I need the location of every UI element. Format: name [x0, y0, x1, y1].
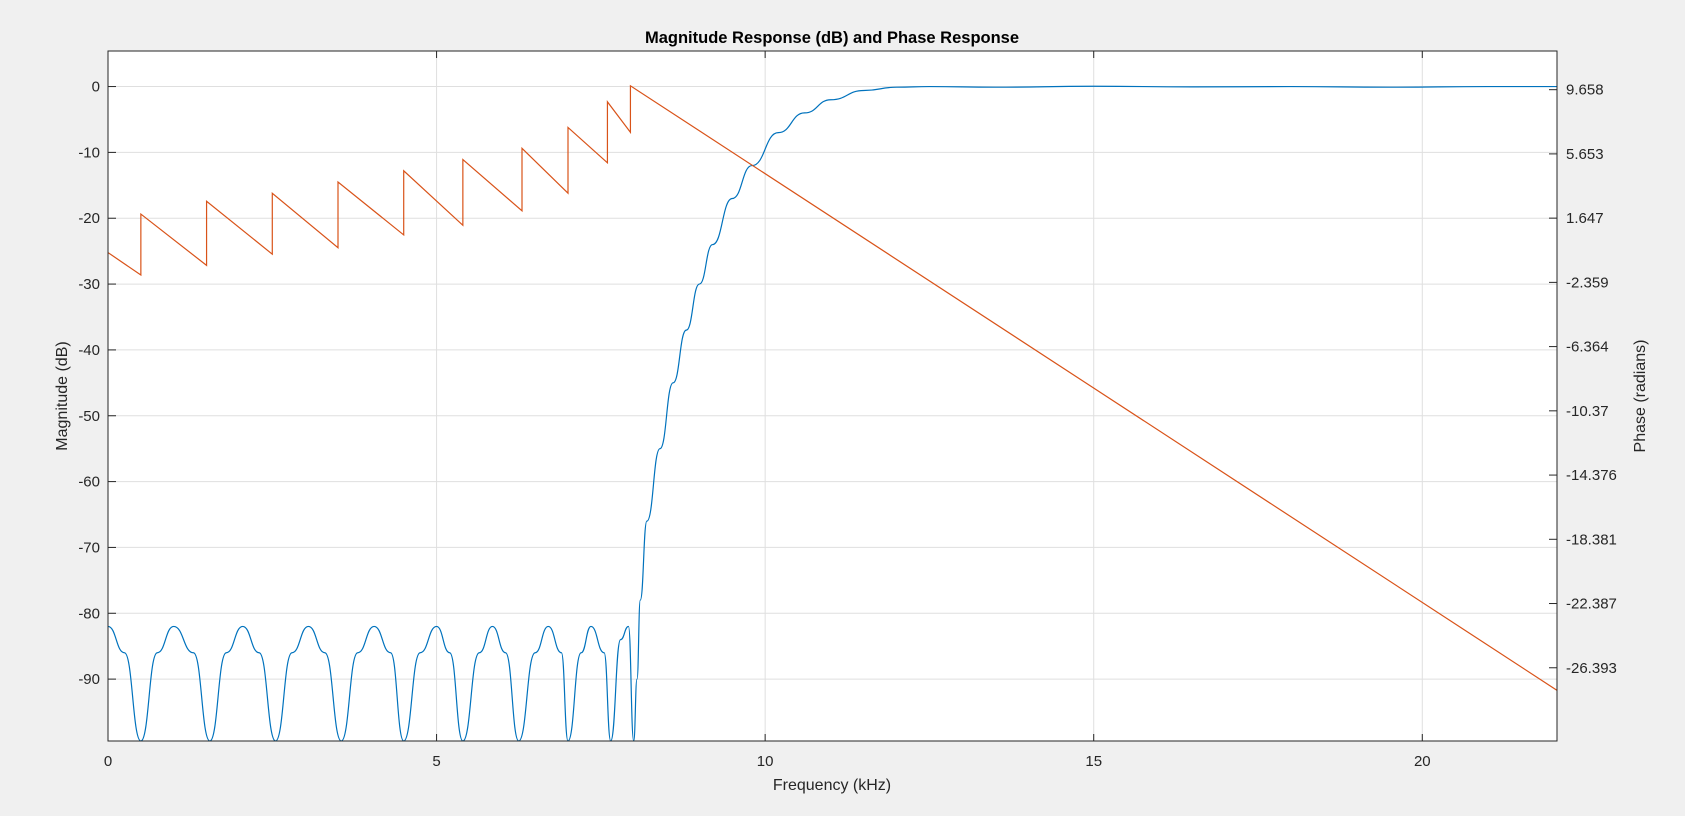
y-axis-label: Magnitude (dB): [54, 341, 71, 450]
y-right-axis-label: Phase (radians): [1632, 340, 1649, 453]
y-tick-label: -80: [78, 605, 100, 622]
y-tick-label: 0: [92, 79, 100, 96]
y-right-tick-label: -10.37: [1566, 403, 1609, 420]
y-right-tick-label: -26.393: [1566, 660, 1617, 677]
y-tick-label: -70: [78, 539, 100, 556]
phase-response-line: [108, 84, 1557, 691]
y-right-tick-label: -14.376: [1566, 467, 1617, 484]
y-right-tick-label: -18.381: [1566, 531, 1617, 548]
plot-area: [108, 51, 1557, 741]
axis-ticks: 0 5 10 15 20 0 -10 -20 -30 -40 -50 -60 -70 -80 -90 9.65…: [78, 51, 1617, 770]
x-tick-label: 5: [432, 753, 440, 770]
x-tick-label: 15: [1085, 753, 1102, 770]
chart-title: Magnitude Response (dB) and Phase Respon…: [645, 29, 1019, 47]
y-right-tick-label: -2.359: [1566, 274, 1609, 291]
y-tick-label: -20: [78, 210, 100, 227]
x-axis-label: Frequency (kHz): [773, 777, 891, 794]
y-tick-label: -40: [78, 342, 100, 359]
y-right-tick-label: 9.658: [1566, 82, 1604, 99]
y-tick-label: -50: [78, 408, 100, 425]
y-tick-label: -60: [78, 474, 100, 491]
y-tick-label: -90: [78, 671, 100, 688]
grid-lines: [107, 51, 1557, 741]
y-tick-label: -10: [78, 144, 100, 161]
y-tick-label: -30: [78, 276, 100, 293]
plot-series: [108, 84, 1557, 741]
x-tick-label: 20: [1414, 753, 1431, 770]
magnitude-response-line: [108, 85, 1557, 741]
x-tick-label: 10: [757, 753, 774, 770]
x-tick-label: 0: [104, 753, 112, 770]
y-right-tick-label: -6.364: [1566, 339, 1609, 356]
y-right-tick-label: -22.387: [1566, 596, 1617, 613]
y-right-tick-label: 1.647: [1566, 210, 1604, 227]
plot-frame: [107, 50, 1558, 742]
y-right-tick-label: 5.653: [1566, 146, 1604, 163]
